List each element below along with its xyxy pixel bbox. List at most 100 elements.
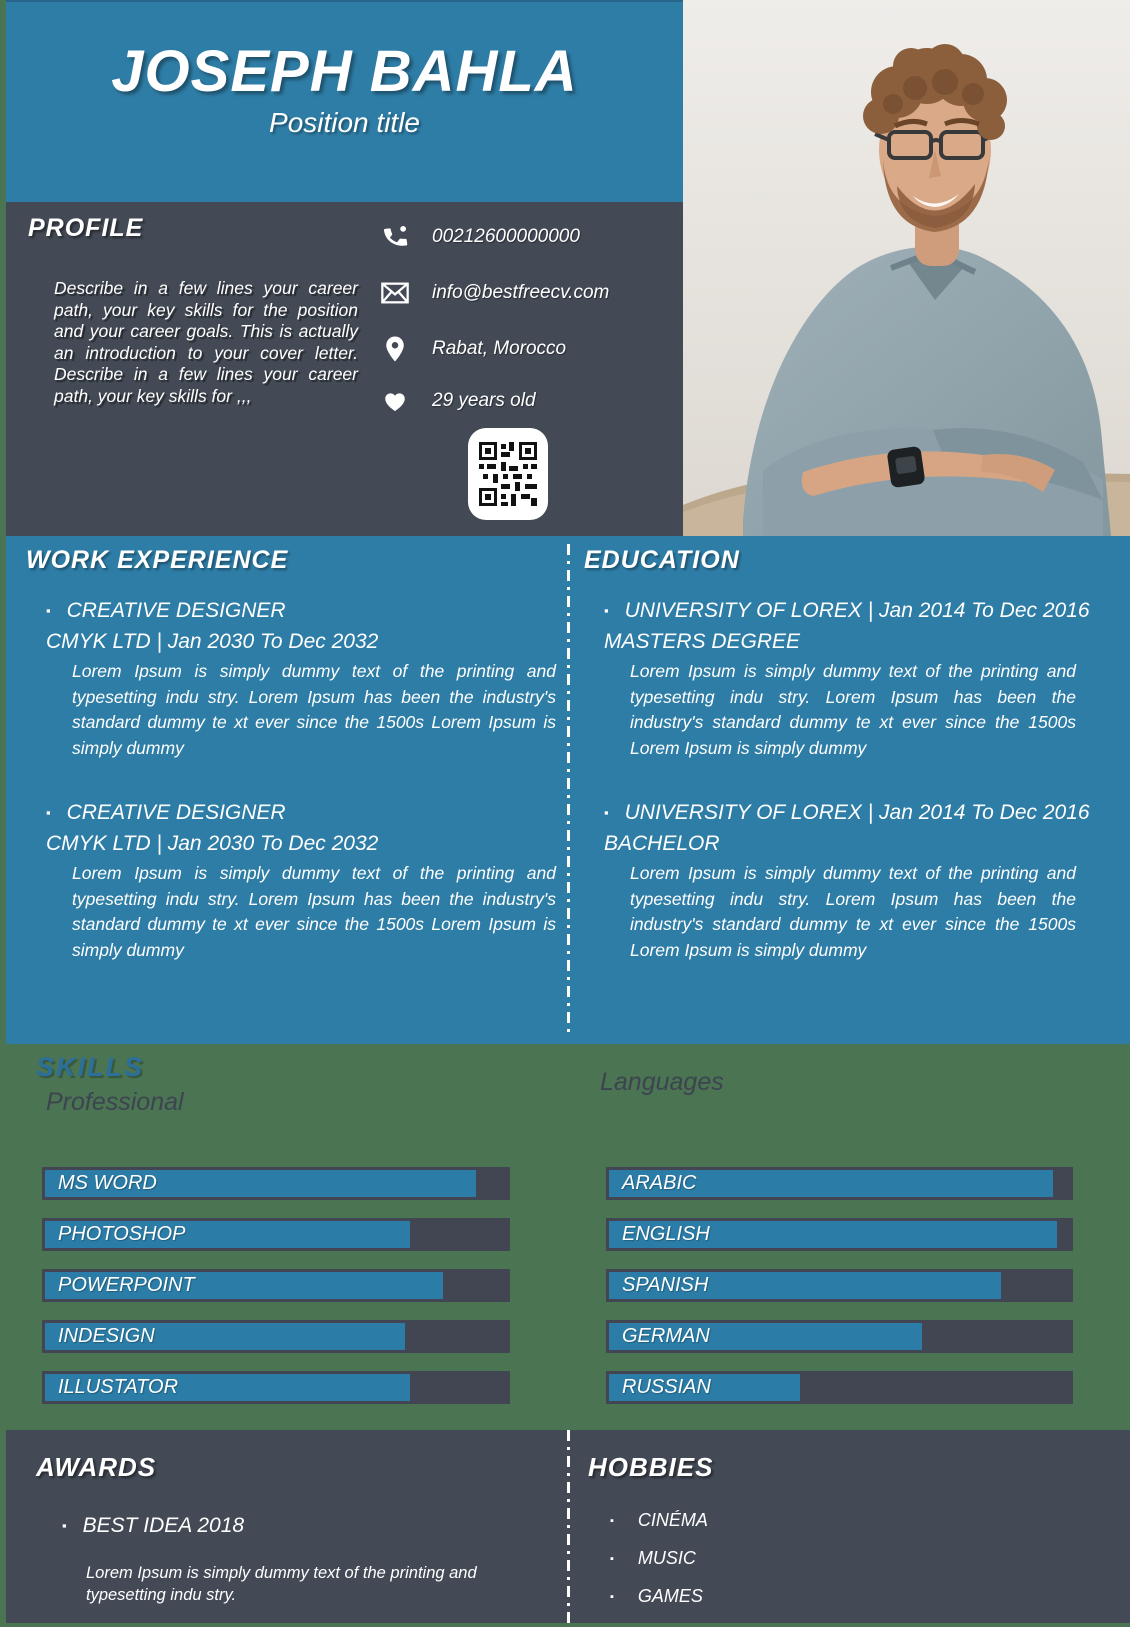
work-role: CREATIVE DESIGNER	[66, 599, 286, 622]
hobby-list: ▪ CINÉMA ▪ MUSIC ▪ GAMES	[610, 1510, 708, 1624]
profile-title: PROFILE	[28, 214, 144, 242]
skill-bar-track: SPANISH	[606, 1269, 1073, 1302]
languages-label: Languages	[600, 1068, 724, 1096]
bullet-square-icon: ▪	[604, 603, 609, 618]
education-degree: BACHELOR	[604, 832, 720, 855]
language-bars: ARABIC ENGLISH SPANISH GERMAN RUSSIAN	[606, 1167, 1073, 1422]
skill-bar-label: INDESIGN	[58, 1325, 155, 1347]
hobby-label: MUSIC	[637, 1548, 696, 1568]
skill-bar-track: GERMAN	[606, 1320, 1073, 1353]
vertical-divider-bottom	[567, 1430, 570, 1623]
contact-row-location: Rabat, Morocco	[378, 332, 566, 366]
skill-bar-fill: INDESIGN	[45, 1323, 406, 1350]
email-value: info@bestfreecv.com	[432, 282, 610, 303]
work-role: CREATIVE DESIGNER	[66, 801, 286, 824]
contact-row-phone: 00212600000000	[378, 220, 580, 254]
bullet-square-icon: ▪	[46, 805, 51, 820]
work-company-line: CMYK LTD | Jan 2030 To Dec 2032	[46, 630, 379, 653]
skill-bar-label: SPANISH	[622, 1274, 709, 1296]
award-name: BEST IDEA 2018	[82, 1514, 245, 1537]
education-list: ▪ UNIVERSITY OF LOREX | Jan 2014 To Dec 2…	[578, 599, 1130, 963]
work-entry: ▪ CREATIVE DESIGNER CMYK LTD | Jan 2030 T…	[20, 801, 566, 963]
profile-text: Describe in a few lines your career path…	[54, 278, 358, 406]
email-icon	[378, 276, 412, 310]
location-icon	[378, 332, 412, 366]
skill-bar-fill: ARABIC	[609, 1170, 1053, 1197]
hobby-item: ▪ GAMES	[610, 1586, 708, 1607]
bottom-section: AWARDS ▪ BEST IDEA 2018 Lorem Ipsum is s…	[6, 1430, 1130, 1623]
hobby-item: ▪ MUSIC	[610, 1548, 708, 1569]
skill-bar-label: ENGLISH	[622, 1223, 710, 1245]
skill-bar-track: MS WORD	[42, 1167, 510, 1200]
skill-bar-track: RUSSIAN	[606, 1371, 1073, 1404]
bullet-square-icon: ▪	[610, 1591, 614, 1603]
award-description: Lorem Ipsum is simply dummy text of the …	[86, 1564, 477, 1604]
skill-bar-label: RUSSIAN	[622, 1376, 711, 1398]
hobby-item: ▪ CINÉMA	[610, 1510, 708, 1531]
phone-value: 00212600000000	[432, 226, 580, 247]
education-entry: ▪ UNIVERSITY OF LOREX | Jan 2014 To Dec 2…	[578, 801, 1130, 963]
bullet-square-icon: ▪	[604, 805, 609, 820]
work-company-line: CMYK LTD | Jan 2030 To Dec 2032	[46, 832, 379, 855]
skill-bar-label: GERMAN	[622, 1325, 710, 1347]
work-description: Lorem Ipsum is simply dummy text of the …	[72, 863, 556, 960]
contact-row-email: info@bestfreecv.com	[378, 276, 609, 310]
position-title: Position title	[269, 107, 420, 138]
bullet-square-icon: ▪	[610, 1553, 614, 1565]
contact-row-age: 29 years old	[378, 384, 536, 418]
awards-title: AWARDS	[36, 1452, 157, 1482]
skill-bar-fill: ENGLISH	[609, 1221, 1058, 1248]
header: JOSEPH BAHLA Position title	[6, 0, 683, 202]
work-experience-list: ▪ CREATIVE DESIGNER CMYK LTD | Jan 2030 T…	[20, 599, 566, 963]
vertical-divider-main	[567, 544, 570, 1038]
skill-bar-fill: MS WORD	[45, 1170, 476, 1197]
skill-bar-label: MS WORD	[58, 1172, 157, 1194]
skill-bar-fill: PHOTOSHOP	[45, 1221, 411, 1248]
skill-bar-track: ARABIC	[606, 1167, 1073, 1200]
skill-bar-label: POWERPOINT	[58, 1274, 195, 1296]
professional-bars: MS WORD PHOTOSHOP POWERPOINT INDESIGN IL…	[42, 1167, 510, 1422]
skill-bar-track: POWERPOINT	[42, 1269, 510, 1302]
skill-bar-fill: ILLUSTATOR	[45, 1374, 411, 1401]
bullet-square-icon: ▪	[610, 1515, 614, 1527]
education-title: EDUCATION	[584, 546, 740, 574]
candidate-name: JOSEPH BAHLA	[111, 39, 578, 104]
skill-bar-fill: POWERPOINT	[45, 1272, 443, 1299]
education-description: Lorem Ipsum is simply dummy text of the …	[630, 863, 1076, 960]
skill-bar-fill: SPANISH	[609, 1272, 1002, 1299]
award-entry: ▪ BEST IDEA 2018	[62, 1514, 244, 1538]
education-description: Lorem Ipsum is simply dummy text of the …	[630, 661, 1076, 758]
bullet-square-icon: ▪	[46, 603, 51, 618]
skill-bar-track: ENGLISH	[606, 1218, 1073, 1251]
education-entry: ▪ UNIVERSITY OF LOREX | Jan 2014 To Dec 2…	[578, 599, 1130, 761]
skill-bar-fill: RUSSIAN	[609, 1374, 801, 1401]
location-value: Rabat, Morocco	[432, 338, 567, 359]
skill-bar-track: ILLUSTATOR	[42, 1371, 510, 1404]
work-entry: ▪ CREATIVE DESIGNER CMYK LTD | Jan 2030 T…	[20, 599, 566, 761]
profile-section: PROFILE Describe in a few lines your car…	[6, 202, 683, 536]
skills-title: SKILLS	[36, 1052, 145, 1082]
phone-icon	[378, 220, 412, 254]
skills-section: SKILLS Professional Languages MS WORD PH…	[6, 1044, 1130, 1430]
skill-bar-label: PHOTOSHOP	[58, 1223, 186, 1245]
age-value: 29 years old	[432, 390, 536, 411]
heart-icon	[378, 384, 412, 418]
skill-bar-label: ARABIC	[622, 1172, 697, 1194]
profile-photo-illustration	[683, 0, 1130, 536]
work-experience-title: WORK EXPERIENCE	[26, 546, 289, 574]
hobby-label: GAMES	[637, 1586, 703, 1606]
skill-bar-track: PHOTOSHOP	[42, 1218, 510, 1251]
education-column: EDUCATION ▪ UNIVERSITY OF LOREX | Jan 201…	[578, 536, 1130, 963]
education-school-line: UNIVERSITY OF LOREX | Jan 2014 To Dec 20…	[624, 599, 1090, 622]
work-experience-column: WORK EXPERIENCE ▪ CREATIVE DESIGNER CMYK …	[20, 536, 566, 963]
main-section: WORK EXPERIENCE ▪ CREATIVE DESIGNER CMYK …	[6, 536, 1130, 1044]
qr-code	[468, 428, 548, 520]
skill-bar-label: ILLUSTATOR	[58, 1376, 179, 1398]
hobbies-title: HOBBIES	[588, 1452, 714, 1482]
profile-photo	[683, 0, 1130, 536]
skill-bar-fill: GERMAN	[609, 1323, 922, 1350]
bullet-square-icon: ▪	[62, 1518, 67, 1533]
hobby-label: CINÉMA	[637, 1510, 708, 1530]
education-degree: MASTERS DEGREE	[604, 630, 801, 653]
